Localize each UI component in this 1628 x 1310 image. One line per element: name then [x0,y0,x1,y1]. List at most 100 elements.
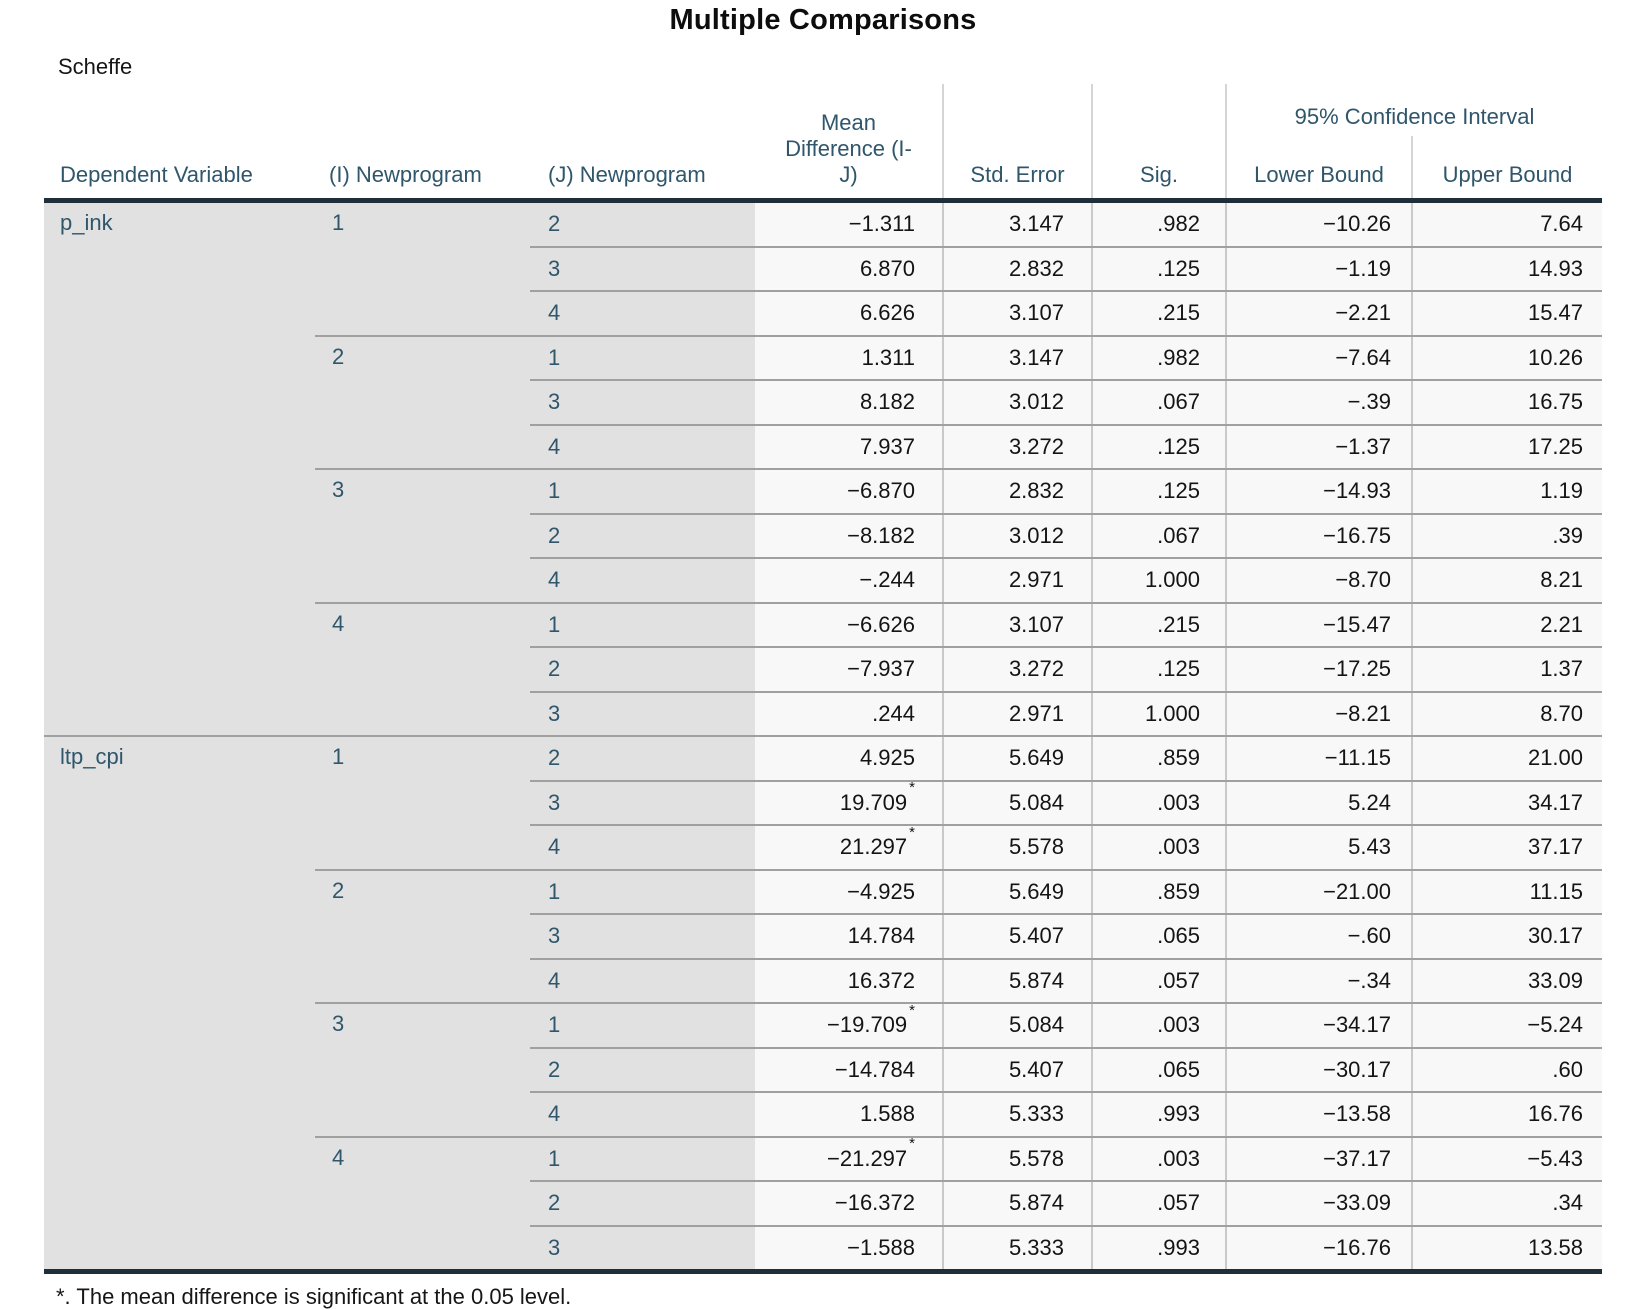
header-row-top: Dependent Variable (I) Newprogram (J) Ne… [44,84,1603,203]
lower-bound-cell: −8.70 [1225,558,1412,604]
mean-difference-cell: 8.182 [755,380,943,426]
sig-cell: .067 [1091,380,1226,426]
j-cell: 2 [530,647,755,693]
j-cell: 3 [530,914,755,960]
table-row: 2 1 1.311 3.147.982 −7.64 10.26 [44,335,1603,470]
significance-star: * [909,823,915,841]
table-row: p_ink 1 2 −1.311 3.147.982 −10.26 7.64 [44,200,1603,737]
mean-difference-cell: 19.709* [755,780,943,826]
upper-bound-cell: 30.17 [1410,914,1603,960]
j-cell: 1 [530,469,755,515]
mean-difference-cell: −16.372 [755,1181,943,1227]
lower-bound-cell: −14.93 [1225,469,1412,515]
upper-bound-cell: 8.21 [1410,558,1603,604]
i-group-cell: 1 [315,736,530,871]
std-error-cell: 3.147 [942,200,1092,248]
mean-difference-cell: 1.588 [755,1092,943,1138]
multiple-comparisons-table: Dependent Variable (I) Newprogram (J) Ne… [44,84,1603,1274]
mean-difference-cell: −6.626 [755,602,943,648]
sig-cell: 1.000 [1091,691,1226,737]
table-row: 4 7.937 3.272.125 −1.37 17.25 [44,424,1603,470]
mean-difference-cell: −1.588 [755,1225,943,1273]
table-row: 2 1 −4.925 5.649.859 −21.00 11.15 [44,869,1603,1004]
i-group-cell: 4 [315,602,530,737]
j-cell: 3 [530,246,755,292]
col-header-sig: Sig. [1091,84,1226,203]
table-row: 3 1 −19.709* 5.084.003 −34.17 −5.24 [44,1003,1603,1138]
mean-difference-cell: −19.709* [755,1003,943,1049]
j-cell: 2 [530,513,755,559]
j-cell: 4 [530,558,755,604]
sig-cell: .067 [1091,513,1226,559]
table-row: ltp_cpi 1 2 4.925 5.649.859 −11.15 21.00 [44,736,1603,1273]
i-group-cell: 2 [315,335,530,470]
upper-bound-cell: 33.09 [1410,958,1603,1004]
upper-bound-cell: 16.75 [1410,380,1603,426]
sig-cell: .065 [1091,914,1226,960]
upper-bound-cell: 15.47 [1410,291,1603,337]
j-cell: 3 [530,780,755,826]
i-group-cell: 2 [315,869,530,1004]
lower-bound-cell: −.60 [1225,914,1412,960]
mean-difference-cell: −21.297* [755,1136,943,1182]
lower-bound-cell: −.34 [1225,958,1412,1004]
sig-cell: .057 [1091,958,1226,1004]
table-row: 2 −16.372 5.874.057 −33.09.34 [44,1181,1603,1227]
col-header-j-newprogram: (J) Newprogram [530,84,755,203]
sig-cell: .859 [1091,869,1226,915]
mean-difference-cell: 6.870 [755,246,943,292]
mean-difference-cell: 21.297* [755,823,943,871]
lower-bound-cell: −1.19 [1225,246,1412,292]
col-header-i-newprogram: (I) Newprogram [315,84,530,203]
col-header-mean-difference: Mean Difference (I- J) [755,84,943,203]
lower-bound-cell: −17.25 [1225,647,1412,693]
lower-bound-cell: −1.37 [1225,424,1412,470]
upper-bound-cell: −5.24 [1410,1003,1603,1049]
table-row: 2 −14.784 5.407.065 −30.17.60 [44,1047,1603,1093]
std-error-cell: 3.107 [942,602,1092,648]
table-row: 3 19.709* 5.084.003 5.24 34.17 [44,780,1603,826]
col-header-confidence-interval: 95% Confidence Interval [1224,84,1603,136]
std-error-cell: 5.649 [942,736,1092,782]
i-group-cell: 3 [315,469,530,604]
std-error-cell: 3.012 [942,513,1092,559]
std-error-cell: 3.012 [942,380,1092,426]
mean-difference-header-line: Difference (I- [785,136,912,161]
j-cell: 1 [530,1003,755,1049]
mean-difference-cell: −4.925 [755,869,943,915]
table-row: 3 8.182 3.012.067 −.39 16.75 [44,380,1603,426]
upper-bound-cell: 8.70 [1410,691,1603,737]
upper-bound-cell: 17.25 [1410,424,1603,470]
j-cell: 2 [530,1181,755,1227]
table-row: 4 21.297* 5.578.003 5.43 37.17 [44,823,1603,871]
sig-cell: 1.000 [1091,558,1226,604]
mean-difference-cell: −7.937 [755,647,943,693]
j-cell: 4 [530,958,755,1004]
std-error-cell: 5.649 [942,869,1092,915]
table-row: 4 16.372 5.874.057 −.34 33.09 [44,958,1603,1004]
std-error-cell: 2.971 [942,558,1092,604]
upper-bound-cell: .39 [1410,513,1603,559]
table-body: p_ink 1 2 −1.311 3.147.982 −10.26 7.64 3 6.870 2.… [44,200,1603,1273]
table-row: 3.244 2.971 1.000 −8.21 8.70 [44,691,1603,737]
col-header-dependent-variable: Dependent Variable [44,84,315,203]
lower-bound-cell: −34.17 [1225,1003,1412,1049]
mean-difference-cell: 7.937 [755,424,943,470]
lower-bound-cell: −2.21 [1225,291,1412,337]
lower-bound-cell: −8.21 [1225,691,1412,737]
std-error-cell: 5.084 [942,780,1092,826]
j-cell: 4 [530,825,755,871]
std-error-cell: 5.333 [942,1092,1092,1138]
mean-difference-cell: −1.311 [755,200,943,248]
upper-bound-cell: 7.64 [1410,200,1603,248]
i-group-cell: 3 [315,1003,530,1138]
lower-bound-cell: −33.09 [1225,1181,1412,1227]
col-header-std-error: Std. Error [942,84,1092,203]
upper-bound-cell: 16.76 [1410,1092,1603,1138]
lower-bound-cell: −15.47 [1225,602,1412,648]
upper-bound-cell: .34 [1410,1181,1603,1227]
lower-bound-cell: −30.17 [1225,1047,1412,1093]
sig-cell: .215 [1091,602,1226,648]
lower-bound-cell: −16.75 [1225,513,1412,559]
table-subtitle: Scheffe [58,54,133,79]
